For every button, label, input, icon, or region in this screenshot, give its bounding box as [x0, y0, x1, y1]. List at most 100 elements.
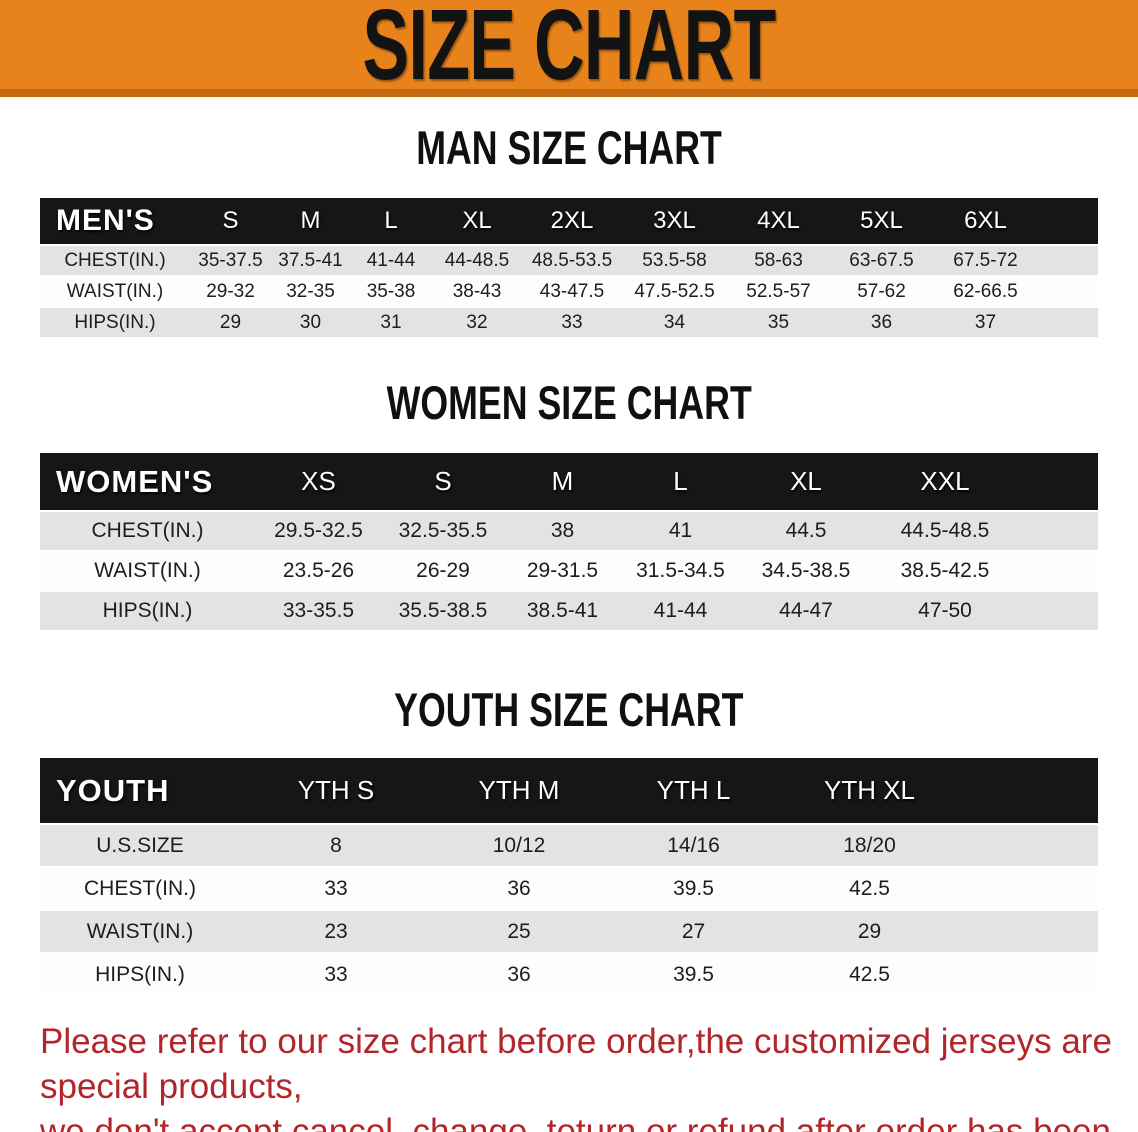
men-cell-waist-in-s: 29-32 — [206, 280, 255, 302]
youth-cell-hips-in-yth-m: 36 — [507, 962, 531, 986]
banner-title: SIZE CHART — [362, 0, 777, 101]
men-cell-chest-in-xl: 44-48.5 — [444, 249, 510, 271]
men-cell-waist-in-5xl: 57-62 — [857, 280, 906, 302]
women-cell-chest-in-xxl: 44.5-48.5 — [900, 519, 990, 542]
youth-row-hips-in: HIPS(IN.) 33 36 39.5 42.5 — [40, 953, 1098, 996]
women-cell-hips-in-s: 35.5-38.5 — [398, 599, 488, 622]
youth-section-heading-text: YOUTH SIZE CHART — [394, 683, 744, 736]
men-header-row: MEN'S S M L XL 2XL 3XL 4XL 5XL 6XL — [40, 198, 1098, 245]
men-cell-hips-in-4xl: 35 — [767, 311, 790, 333]
youth-col-header-yth-m: YTH M — [478, 775, 560, 805]
men-col-header-m: M — [300, 207, 321, 234]
men-cell-hips-in-m: 30 — [299, 311, 322, 333]
men-col-header-2xl: 2XL — [550, 207, 594, 234]
youth-cell-chest-in-yth-xl: 42.5 — [849, 876, 890, 900]
disclaimer-note: Please refer to our size chart before or… — [40, 1019, 1138, 1132]
youth-col-header-yth-s: YTH S — [297, 775, 375, 805]
women-cell-hips-in-xs: 33-35.5 — [282, 599, 355, 622]
youth-col-header-yth-xl: YTH XL — [823, 775, 916, 805]
youth-row-label-waist-in: WAIST(IN.) — [86, 919, 194, 943]
women-size-table: WOMEN'S XS S M L XL XXL CHEST(IN.) 29.5-32.5 32.5… — [40, 453, 1098, 632]
women-row-label-hips-in: HIPS(IN.) — [102, 599, 193, 622]
men-cell-chest-in-l: 41-44 — [366, 249, 416, 271]
men-section-heading-text: MAN SIZE CHART — [416, 121, 722, 174]
youth-cell-chest-in-yth-m: 36 — [507, 876, 531, 900]
men-section-heading: MAN SIZE CHART — [0, 124, 1138, 171]
men-cell-hips-in-xl: 32 — [466, 311, 488, 333]
men-row-label-waist-in: WAIST(IN.) — [66, 280, 164, 302]
women-cell-chest-in-xl: 44.5 — [785, 519, 827, 542]
women-row-waist-in: WAIST(IN.) 23.5-26 26-29 29-31.5 31.5-34.5 34… — [40, 551, 1098, 591]
youth-cell-hips-in-yth-s: 33 — [324, 962, 348, 986]
women-cell-chest-in-m: 38 — [550, 519, 575, 542]
women-cell-waist-in-s: 26-29 — [416, 559, 470, 582]
banner: SIZE CHART — [0, 0, 1138, 97]
women-col-header-l: L — [673, 466, 688, 496]
youth-cell-hips-in-yth-l: 39.5 — [673, 962, 714, 986]
men-cell-waist-in-4xl: 52.5-57 — [746, 280, 811, 302]
youth-section-heading: YOUTH SIZE CHART — [0, 686, 1138, 733]
women-section-heading-text: WOMEN SIZE CHART — [386, 376, 752, 429]
women-row-hips-in: HIPS(IN.) 33-35.5 35.5-38.5 38.5-41 41-44 44-… — [40, 591, 1098, 631]
youth-cell-chest-in-yth-l: 39.5 — [673, 876, 714, 900]
men-cell-hips-in-s: 29 — [219, 311, 242, 333]
youth-cell-chest-in-yth-s: 33 — [324, 876, 348, 900]
women-col-header-xxl: XXL — [920, 466, 970, 496]
women-cell-waist-in-xs: 23.5-26 — [282, 559, 355, 582]
men-cell-waist-in-3xl: 47.5-52.5 — [634, 280, 715, 302]
men-row-hips-in: HIPS(IN.) 29 30 31 32 33 34 35 36 37 — [40, 307, 1098, 338]
women-col-header-s: S — [434, 466, 452, 496]
men-col-header-l: L — [384, 207, 398, 234]
youth-cell-waist-in-yth-m: 25 — [507, 919, 531, 943]
men-col-header-3xl: 3XL — [653, 207, 696, 234]
women-cell-hips-in-l: 41-44 — [653, 599, 708, 622]
women-cell-chest-in-l: 41 — [668, 519, 693, 542]
women-table-title: WOMEN'S — [56, 463, 214, 499]
youth-cell-waist-in-yth-s: 23 — [324, 919, 348, 943]
men-cell-hips-in-l: 31 — [380, 311, 402, 333]
men-cell-chest-in-m: 37.5-41 — [278, 249, 343, 271]
youth-row-label-hips-in: HIPS(IN.) — [95, 962, 185, 986]
men-cell-waist-in-m: 32-35 — [286, 280, 335, 302]
women-col-header-xs: XS — [301, 466, 336, 496]
men-col-header-s: S — [222, 207, 239, 234]
youth-row-label-chest-in: CHEST(IN.) — [84, 876, 196, 900]
men-table-title: MEN'S — [56, 204, 155, 237]
men-cell-waist-in-xl: 38-43 — [452, 280, 502, 302]
women-cell-chest-in-xs: 29.5-32.5 — [274, 519, 363, 542]
men-cell-hips-in-3xl: 34 — [663, 311, 686, 333]
men-cell-hips-in-2xl: 33 — [561, 311, 583, 333]
men-cell-waist-in-6xl: 62-66.5 — [953, 280, 1018, 302]
women-cell-hips-in-m: 38.5-41 — [526, 599, 599, 622]
men-cell-hips-in-6xl: 37 — [974, 311, 997, 333]
youth-size-table: YOUTH YTH S YTH M YTH L YTH XL U.S.SIZE 8 10/12… — [40, 758, 1098, 997]
women-cell-hips-in-xxl: 47-50 — [918, 599, 972, 622]
women-col-header-xl: XL — [790, 466, 822, 496]
women-cell-waist-in-xxl: 38.5-42.5 — [900, 559, 990, 582]
women-section-heading: WOMEN SIZE CHART — [0, 379, 1138, 426]
men-cell-chest-in-6xl: 67.5-72 — [953, 249, 1018, 271]
youth-row-u-s-size: U.S.SIZE 8 10/12 14/16 18/20 — [40, 824, 1098, 867]
youth-cell-hips-in-yth-xl: 42.5 — [849, 962, 890, 986]
women-header-row: WOMEN'S XS S M L XL XXL — [40, 453, 1098, 511]
youth-row-chest-in: CHEST(IN.) 33 36 39.5 42.5 — [40, 867, 1098, 910]
youth-cell-u-s-size-yth-s: 8 — [330, 833, 342, 857]
women-cell-waist-in-m: 29-31.5 — [526, 559, 599, 582]
disclaimer-line-2: we don't accept cancel, change, teturn o… — [40, 1112, 1111, 1132]
men-size-table: MEN'S S M L XL 2XL 3XL 4XL 5XL 6XL CHEST(IN.) 35-37… — [40, 198, 1098, 339]
men-cell-chest-in-2xl: 48.5-53.5 — [531, 249, 613, 271]
youth-cell-waist-in-yth-l: 27 — [681, 919, 706, 943]
disclaimer-line-1: Please refer to our size chart before or… — [40, 1022, 1112, 1106]
men-row-label-chest-in: CHEST(IN.) — [64, 249, 166, 271]
youth-cell-waist-in-yth-xl: 29 — [857, 919, 882, 943]
women-cell-chest-in-s: 32.5-35.5 — [398, 519, 488, 542]
men-col-header-4xl: 4XL — [757, 207, 800, 234]
youth-row-waist-in: WAIST(IN.) 23 25 27 29 — [40, 910, 1098, 953]
youth-cell-u-s-size-yth-l: 14/16 — [667, 833, 720, 857]
women-col-header-m: M — [551, 466, 574, 496]
men-cell-hips-in-5xl: 36 — [870, 311, 893, 333]
men-cell-chest-in-3xl: 53.5-58 — [642, 249, 707, 271]
men-cell-waist-in-l: 35-38 — [366, 280, 416, 302]
men-row-chest-in: CHEST(IN.) 35-37.5 37.5-41 41-44 44-48.5 48.5… — [40, 245, 1098, 276]
